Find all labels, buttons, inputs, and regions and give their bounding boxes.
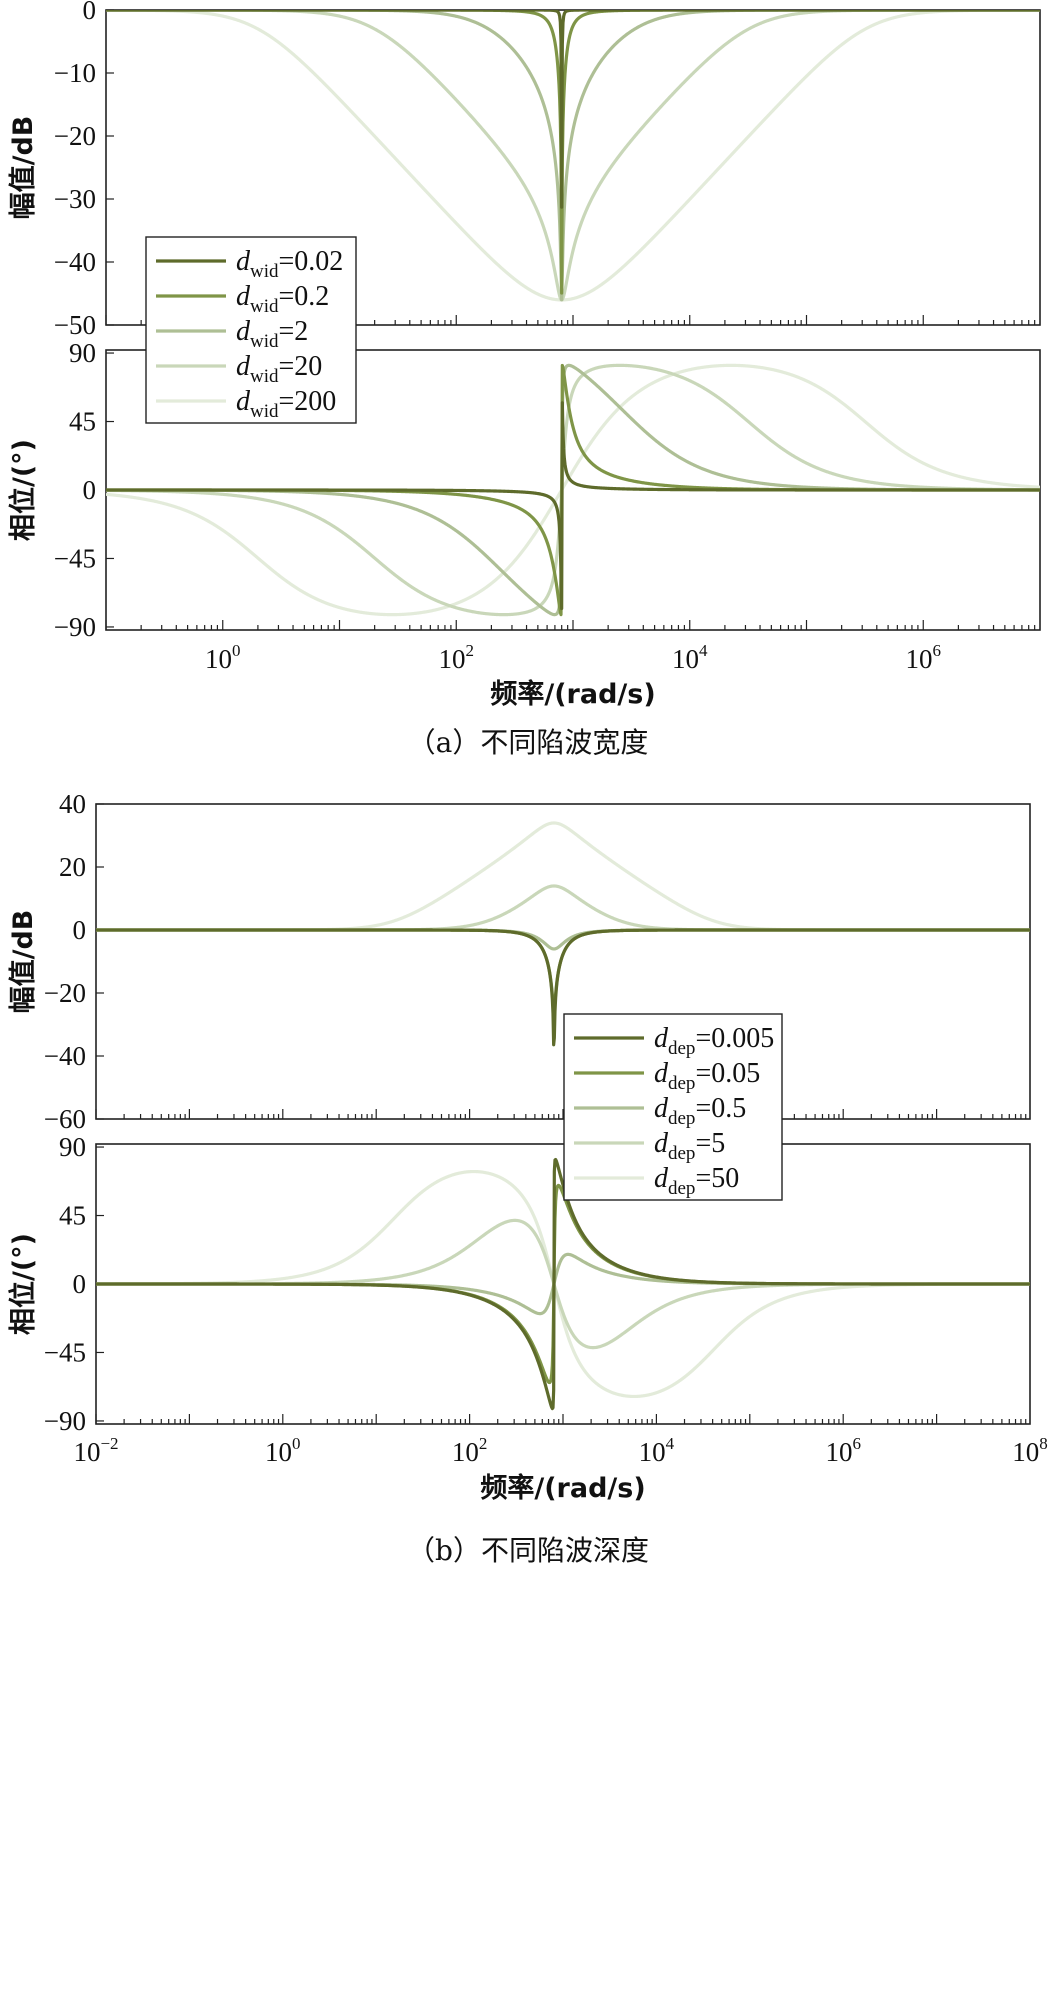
y-tick-label: 45	[59, 1201, 86, 1231]
y-tick-label: 20	[59, 852, 86, 882]
y-axis-title: 相位/(°)	[7, 1233, 39, 1335]
x-tick-label: 100	[265, 1434, 301, 1467]
x-tick-label: 104	[672, 641, 708, 674]
figure-caption-b: （b）不同陷波深度	[407, 1534, 649, 1567]
y-axis-title: 相位/(°)	[7, 439, 39, 541]
x-tick-label: 102	[439, 641, 475, 674]
y-tick-label: −60	[44, 1104, 86, 1134]
x-tick-label: 106	[906, 641, 942, 674]
y-tick-label: −10	[54, 58, 96, 88]
legend-label: ddep=0.05	[654, 1058, 760, 1094]
x-tick-label: 104	[639, 1434, 675, 1467]
legend-label: dwid=20	[236, 351, 322, 387]
x-tick-label: 106	[825, 1434, 861, 1467]
legend-label: dwid=0.2	[236, 281, 329, 317]
y-axis-title: 幅值/dB	[8, 116, 39, 220]
y-tick-label: −90	[44, 1406, 86, 1436]
legend-label: ddep=0.005	[654, 1023, 774, 1059]
series-line-dwid=200-phase	[106, 363, 1040, 617]
series-line-ddep=0.005-magnitude	[96, 928, 1030, 1047]
y-tick-label: −50	[54, 310, 96, 340]
y-tick-label: 40	[59, 789, 86, 819]
y-tick-label: 90	[69, 338, 96, 368]
y-tick-label: −40	[44, 1041, 86, 1071]
y-tick-label: −45	[54, 543, 96, 573]
legend-label: ddep=5	[654, 1128, 725, 1164]
x-axis-title: 频率/(rad/s)	[480, 1472, 645, 1504]
plot-area-b-magnitude	[95, 803, 1031, 1120]
y-tick-label: −20	[54, 121, 96, 151]
legend-label: dwid=200	[236, 386, 336, 422]
series-line-dwid=200-magnitude	[106, 10, 1040, 302]
series-line-dwid=0.2-magnitude	[106, 10, 1040, 295]
series-line-dwid=0.02-phase	[106, 401, 1040, 611]
series-line-dwid=0.02-magnitude	[106, 10, 1040, 209]
x-tick-label: 102	[452, 1434, 488, 1467]
y-tick-label: 45	[69, 407, 96, 437]
y-tick-label: −20	[44, 978, 86, 1008]
series-line-dwid=20-phase	[106, 363, 1040, 617]
y-tick-label: −90	[54, 612, 96, 642]
y-tick-label: 0	[83, 475, 97, 505]
legend-label: dwid=2	[236, 316, 308, 352]
legend-label: ddep=0.5	[654, 1093, 746, 1129]
x-tick-label: 10−2	[73, 1434, 118, 1467]
x-axis-title: 频率/(rad/s)	[490, 678, 655, 710]
y-axis-title: 幅值/dB	[8, 910, 39, 1014]
y-tick-label: −40	[54, 247, 96, 277]
y-tick-label: −30	[54, 184, 96, 214]
figure-caption-a: （a）不同陷波宽度	[408, 726, 649, 759]
series-line-ddep=0.005-phase	[96, 1157, 1030, 1411]
y-tick-label: 0	[73, 915, 87, 945]
y-tick-label: 0	[73, 1269, 87, 1299]
x-tick-label: 100	[205, 641, 241, 674]
x-tick-label: 108	[1012, 1434, 1048, 1467]
legend-label: ddep=50	[654, 1163, 739, 1199]
y-tick-label: 90	[59, 1132, 86, 1162]
y-tick-label: 0	[83, 0, 97, 25]
y-tick-label: −45	[44, 1337, 86, 1367]
series-line-dwid=2-magnitude	[106, 10, 1040, 302]
legend-label: dwid=0.02	[236, 246, 343, 282]
